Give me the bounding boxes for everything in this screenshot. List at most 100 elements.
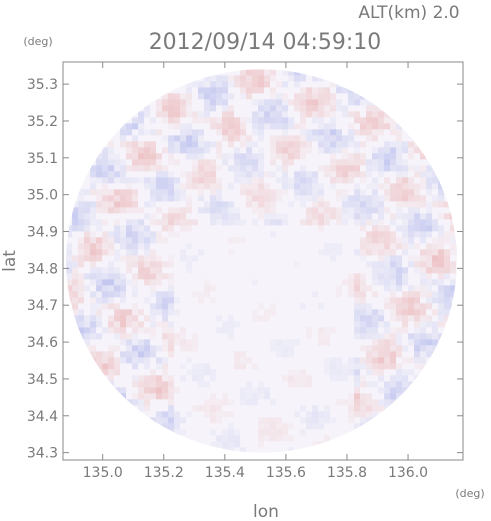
field-cell [384,117,391,124]
field-cell [378,279,385,286]
field-cell [240,387,247,394]
field-cell [342,135,349,142]
field-cell [354,405,361,412]
field-cell [168,171,175,178]
field-cell [354,399,361,406]
field-cell [162,321,169,328]
field-cell [174,177,181,184]
field-cell [360,375,367,382]
field-cell [306,141,313,148]
field-cell [96,333,103,340]
field-cell [234,165,241,172]
field-cell [240,75,247,82]
field-cell [84,189,91,196]
field-cell [288,381,295,388]
field-cell [294,147,301,154]
field-cell [186,345,193,352]
field-cell [402,387,409,394]
field-cell [108,249,115,256]
field-cell [96,159,103,166]
field-cell [300,303,307,310]
field-cell [282,123,289,130]
field-cell [186,357,193,364]
field-cell [366,381,373,388]
field-cell [174,99,181,106]
field-cell [282,423,289,430]
field-cell [132,237,139,244]
field-cell [204,87,211,94]
field-cell [276,105,283,112]
field-cell [366,171,373,178]
field-cell [120,207,127,214]
field-cell [318,411,325,418]
field-cell [312,105,319,112]
field-cell [198,129,205,136]
field-cell [198,189,205,196]
field-cell [168,213,175,220]
field-cell [360,117,367,124]
field-cell [228,207,235,214]
field-cell [336,99,343,106]
field-cell [366,315,373,322]
field-cell [132,189,139,196]
field-cell [372,357,379,364]
field-cell [228,153,235,160]
field-cell [276,99,283,106]
field-cell [114,225,121,232]
field-cell [378,219,385,226]
field-cell [402,147,409,154]
field-cell [186,201,193,208]
field-cell [216,435,223,442]
field-cell [348,123,355,130]
field-cell [180,93,187,100]
field-cell [120,165,127,172]
y-tick-label: 34.8 [27,261,58,277]
field-cell [360,279,367,286]
field-cell [360,255,367,262]
field-cell [258,435,265,442]
field-cell [378,231,385,238]
field-cell [72,201,79,208]
field-cell [396,255,403,262]
field-cell [426,285,433,292]
field-cell [384,111,391,118]
field-cell [276,117,283,124]
field-cell [72,255,79,262]
field-cell [198,159,205,166]
field-cell [228,183,235,190]
field-cell [78,321,85,328]
field-cell [240,87,247,94]
field-cell [84,273,91,280]
field-cell [204,141,211,148]
field-cell [270,213,277,220]
field-cell [306,93,313,100]
field-cell [204,111,211,118]
field-cell [150,333,157,340]
field-cell [240,237,247,244]
field-cell [246,153,253,160]
field-cell [216,195,223,202]
field-cell [390,309,397,316]
field-cell [336,135,343,142]
field-cell [396,267,403,274]
field-cell [378,225,385,232]
field-cell [72,303,79,310]
field-cell [372,189,379,196]
field-cell [114,255,121,262]
field-cell [150,117,157,124]
field-cell [306,375,313,382]
field-cell [78,273,85,280]
field-cell [354,195,361,202]
field-cell [138,225,145,232]
field-cell [420,249,427,256]
field-cell [360,243,367,250]
field-cell [282,435,289,442]
field-cell [258,153,265,160]
field-cell [432,201,439,208]
field-cell [276,123,283,130]
field-cell [354,219,361,226]
field-cell [210,87,217,94]
field-cell [378,261,385,268]
field-cell [102,279,109,286]
field-cell [240,69,247,76]
